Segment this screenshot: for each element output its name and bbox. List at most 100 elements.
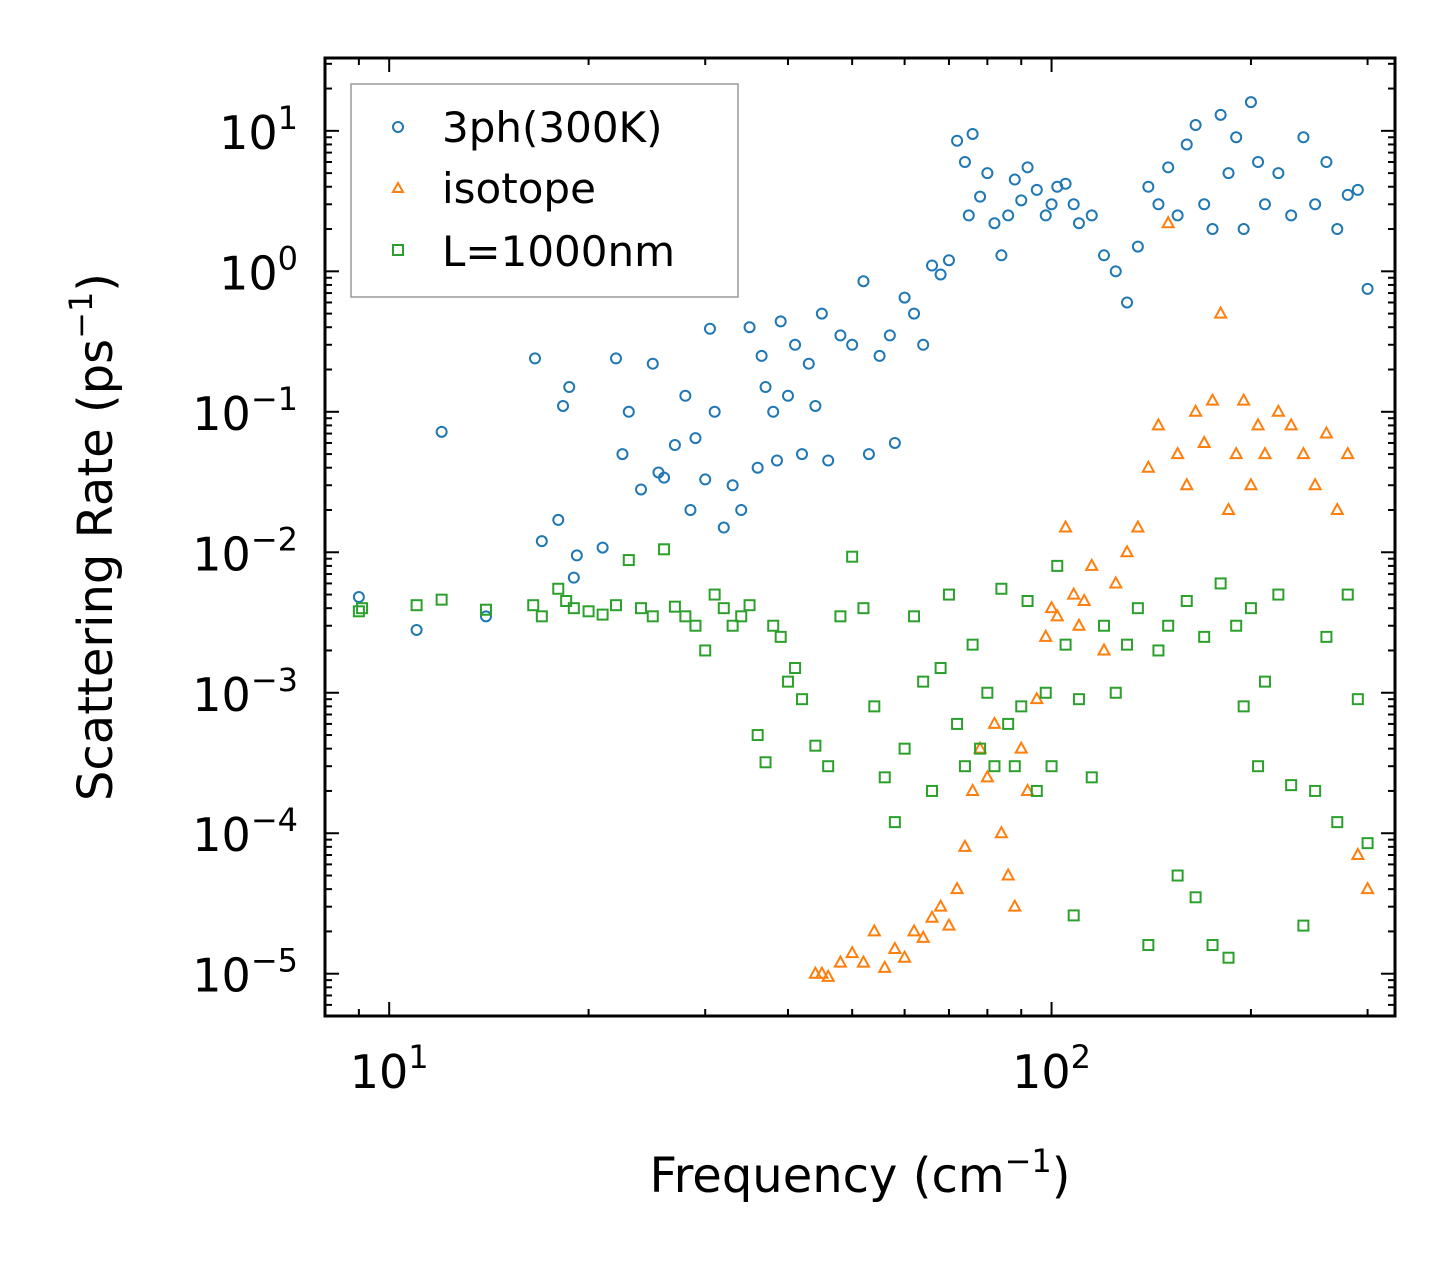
data-point bbox=[846, 550, 859, 563]
data-point bbox=[1039, 686, 1052, 699]
data-point bbox=[717, 602, 730, 615]
data-point bbox=[1008, 173, 1021, 186]
y-tick-label-base: 10 bbox=[192, 387, 251, 441]
data-point bbox=[833, 954, 848, 968]
data-point bbox=[1030, 784, 1043, 797]
data-point bbox=[1271, 403, 1286, 417]
data-point bbox=[759, 381, 772, 394]
data-point bbox=[781, 675, 794, 688]
data-point bbox=[1296, 446, 1311, 460]
data-point bbox=[1198, 198, 1211, 211]
data-point bbox=[857, 602, 870, 615]
data-point bbox=[751, 461, 764, 474]
data-point bbox=[1152, 198, 1165, 211]
data-point bbox=[1076, 592, 1092, 606]
data-point bbox=[820, 968, 836, 982]
y-axis-title-sup: −1 bbox=[62, 292, 100, 339]
data-point bbox=[1098, 249, 1111, 262]
data-point bbox=[1131, 240, 1144, 253]
data-point bbox=[1108, 575, 1123, 589]
data-point bbox=[717, 521, 730, 534]
data-point bbox=[908, 610, 921, 623]
data-point bbox=[868, 700, 881, 713]
data-point bbox=[898, 742, 911, 755]
data-point bbox=[1179, 477, 1194, 491]
data-point bbox=[867, 923, 882, 937]
data-point bbox=[689, 432, 702, 445]
data-point bbox=[862, 448, 875, 461]
data-point bbox=[567, 602, 580, 615]
data-point bbox=[887, 940, 903, 954]
data-point bbox=[1221, 501, 1236, 515]
series-0 bbox=[352, 96, 1374, 636]
data-point bbox=[1331, 223, 1344, 236]
data-point bbox=[743, 321, 756, 334]
data-point bbox=[1121, 638, 1134, 651]
data-point bbox=[535, 610, 548, 623]
data-point bbox=[567, 571, 580, 584]
data-point bbox=[708, 405, 721, 418]
y-axis-title: Scattering Rate (ps−1) bbox=[62, 273, 124, 801]
data-point bbox=[557, 399, 570, 412]
data-point bbox=[1021, 161, 1034, 174]
data-point bbox=[1121, 296, 1134, 309]
data-point bbox=[1252, 156, 1265, 169]
data-point bbox=[435, 425, 448, 438]
data-point bbox=[917, 338, 930, 351]
x-axis-title-suffix: ) bbox=[1052, 1148, 1071, 1204]
data-point bbox=[974, 190, 987, 203]
data-point bbox=[1341, 188, 1354, 201]
y-tick-label: 10−2 bbox=[192, 520, 298, 581]
x-tick-label-exp: 1 bbox=[408, 1038, 428, 1076]
data-point bbox=[781, 389, 794, 402]
data-point bbox=[957, 838, 973, 852]
data-point bbox=[1331, 816, 1344, 829]
data-point bbox=[1014, 740, 1029, 754]
data-point bbox=[699, 473, 712, 486]
data-point bbox=[1058, 519, 1073, 533]
y-tick-label: 10−5 bbox=[192, 942, 298, 1003]
data-point bbox=[679, 389, 692, 402]
data-point bbox=[809, 399, 822, 412]
data-point bbox=[635, 602, 648, 615]
data-point bbox=[703, 322, 716, 335]
data-point bbox=[1361, 282, 1374, 295]
data-point bbox=[951, 717, 964, 730]
series-2 bbox=[352, 543, 1374, 964]
data-point bbox=[609, 599, 622, 612]
data-point bbox=[1351, 183, 1364, 196]
data-point bbox=[1272, 588, 1285, 601]
data-point bbox=[958, 760, 971, 773]
data-point bbox=[888, 816, 901, 829]
data-point bbox=[535, 535, 548, 548]
data-point bbox=[1236, 392, 1251, 406]
data-point bbox=[1237, 223, 1250, 236]
x-tick-label-exp: 2 bbox=[1071, 1038, 1091, 1076]
data-point bbox=[1250, 417, 1266, 431]
data-point bbox=[1141, 459, 1156, 473]
data-point bbox=[1198, 630, 1211, 643]
data-point bbox=[1000, 867, 1016, 881]
data-point bbox=[1214, 577, 1227, 590]
data-point bbox=[933, 898, 948, 912]
legend-marker-isotope bbox=[391, 180, 405, 193]
data-point bbox=[1237, 700, 1250, 713]
data-point bbox=[1252, 760, 1265, 773]
data-point bbox=[942, 254, 955, 267]
data-point bbox=[1197, 434, 1212, 448]
data-point bbox=[1162, 161, 1175, 174]
data-point bbox=[1340, 446, 1355, 460]
data-point bbox=[1002, 717, 1015, 730]
data-point bbox=[1142, 180, 1155, 193]
data-point bbox=[735, 610, 748, 623]
data-point bbox=[898, 291, 911, 304]
data-point bbox=[924, 909, 940, 923]
data-point bbox=[759, 756, 772, 769]
data-point bbox=[814, 965, 830, 979]
data-point bbox=[668, 600, 681, 613]
series-1 bbox=[808, 215, 1375, 982]
y-tick-label-exp: 0 bbox=[278, 239, 298, 277]
data-point bbox=[1283, 417, 1299, 431]
data-point bbox=[1050, 608, 1065, 622]
